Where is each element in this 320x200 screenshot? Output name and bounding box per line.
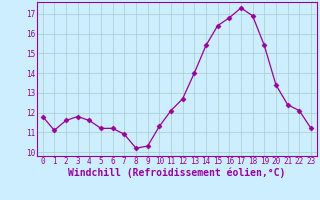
X-axis label: Windchill (Refroidissement éolien,°C): Windchill (Refroidissement éolien,°C)	[68, 168, 285, 178]
